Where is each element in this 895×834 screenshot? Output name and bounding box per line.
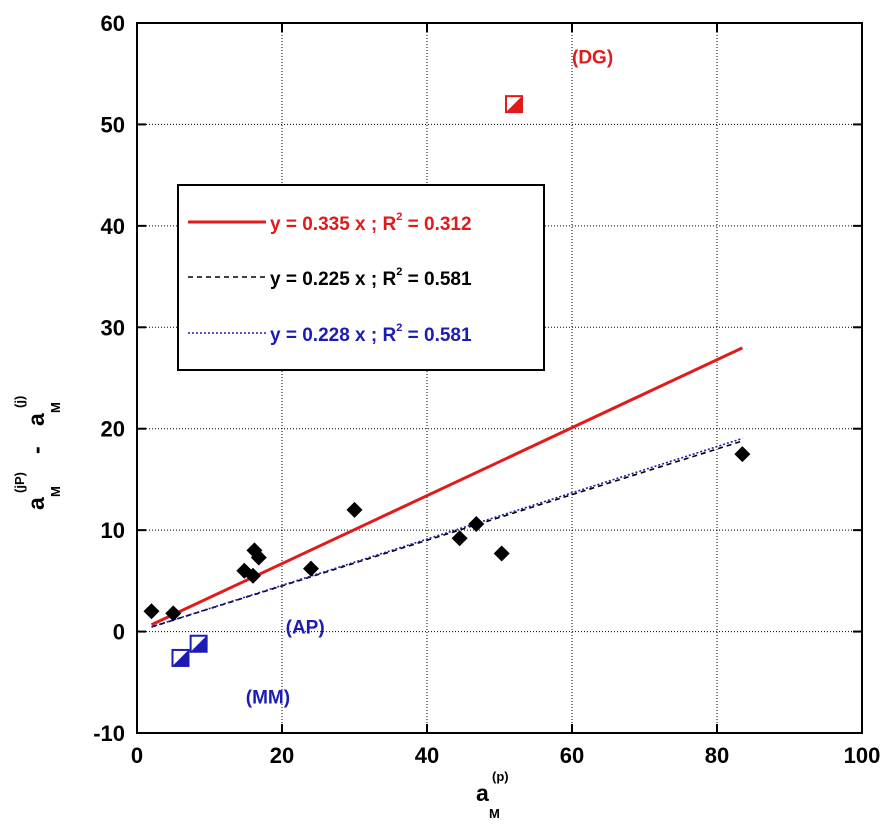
- y-tick-label: 20: [101, 417, 125, 442]
- data-point: [245, 567, 261, 584]
- y-axis-label-sub1: M: [48, 486, 63, 497]
- y-axis-label-mid: -: [23, 446, 49, 454]
- special-point-label: (DG): [572, 48, 613, 69]
- y-tick-label: 50: [101, 112, 125, 137]
- special-point-label: (AP): [286, 618, 325, 639]
- fit-line-dotted: [151, 437, 743, 628]
- data-point: [346, 501, 363, 518]
- data-point: [468, 516, 485, 533]
- x-axis-label-sub: M: [489, 806, 500, 821]
- legend-equation: y = 0.335 x ; R2 = 0.312: [270, 211, 472, 235]
- data-point: [246, 542, 263, 559]
- x-tick-label: 60: [560, 743, 584, 768]
- y-axis-label-base1: a: [23, 497, 49, 510]
- x-tick-label: 40: [415, 743, 439, 768]
- legend-equation: y = 0.228 x ; R2 = 0.581: [270, 322, 472, 346]
- y-axis-label: a M (jP) - a M (j): [12, 396, 63, 510]
- special-point-fill: [172, 649, 189, 666]
- data-points: [143, 446, 751, 622]
- y-axis-label-sup1: (jP): [12, 472, 27, 493]
- legend: y = 0.335 x ; R2 = 0.312 y = 0.225 x ; R2…: [177, 184, 545, 371]
- x-axis-label-base: a: [476, 780, 489, 806]
- x-tick-label: 100: [844, 743, 881, 768]
- data-point: [451, 530, 468, 547]
- special-point-fill: [506, 96, 522, 113]
- plot-frame: [136, 22, 863, 734]
- special-points: (DG) (AP) (MM): [171, 48, 613, 709]
- x-tick-label: 80: [705, 743, 729, 768]
- data-point: [250, 549, 267, 566]
- data-point: [493, 545, 510, 562]
- y-axis-label-sup2: (j): [12, 396, 27, 408]
- special-point-fill: [190, 635, 207, 652]
- y-axis-label-sub2: M: [48, 402, 63, 413]
- y-tick-label: 40: [101, 214, 125, 239]
- data-point: [143, 603, 160, 620]
- y-tick-label: -10: [93, 721, 125, 746]
- special-point-label: (MM): [246, 688, 290, 709]
- x-axis-label: a M (p): [476, 769, 509, 821]
- y-tick-label: 10: [101, 518, 125, 543]
- data-point: [303, 560, 319, 577]
- fit-line-dashed: [151, 440, 743, 628]
- y-tick-label: 0: [113, 620, 125, 645]
- y-tick-label: 60: [101, 11, 125, 36]
- legend-box: [177, 184, 545, 371]
- legend-equation: y = 0.225 x ; R2 = 0.581: [270, 266, 472, 290]
- y-axis-label-base2: a: [23, 413, 49, 426]
- y-tick-label: 30: [101, 315, 125, 340]
- x-axis-label-sup: (p): [492, 769, 509, 784]
- x-tick-label: 0: [131, 743, 143, 768]
- data-point: [165, 605, 182, 622]
- x-tick-label: 20: [270, 743, 294, 768]
- data-point: [734, 446, 751, 463]
